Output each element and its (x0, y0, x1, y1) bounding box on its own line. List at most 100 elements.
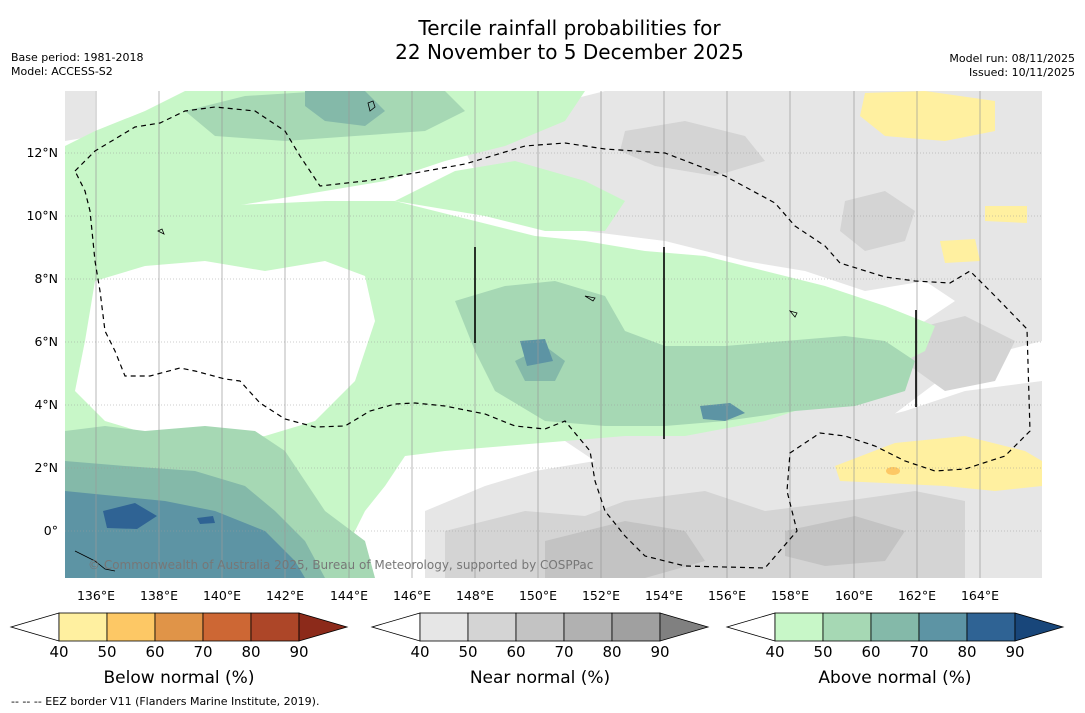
below-colorbar-segment-4 (202, 612, 252, 642)
below-colorbar-segment-5 (250, 612, 300, 642)
lat-label-4n: 4°N (34, 397, 58, 412)
near-colorbar-upper-extension (659, 612, 710, 642)
below-tick-80: 80 (241, 643, 261, 661)
graticule (65, 152, 1042, 532)
model-label: Model: ACCESS-S2 (11, 65, 113, 78)
above-normal-60-north (305, 91, 385, 126)
below-tick-50: 50 (97, 643, 117, 661)
lon-label-160e: 160°E (834, 588, 873, 603)
copyright-notice: © Commonwealth of Australia 2025, Bureau… (88, 558, 594, 572)
colorbars (9, 612, 1065, 642)
map-canvas (65, 91, 1042, 578)
near-tick-50: 50 (458, 643, 478, 661)
above-tick-70: 70 (909, 643, 929, 661)
colorbar-near-normal (370, 612, 710, 642)
above-normal-80-spot (103, 503, 157, 529)
model-run-label: Model run: 08/11/2025 (949, 52, 1075, 65)
colorbar-below-normal (9, 612, 349, 642)
above-tick-60: 60 (861, 643, 881, 661)
above-colorbar-segment-4 (918, 612, 968, 642)
lon-label-136e: 136°E (76, 588, 115, 603)
lat-label-6n: 6°N (34, 334, 58, 349)
lon-label-162e: 162°E (897, 588, 936, 603)
lon-label-138e: 138°E (139, 588, 178, 603)
lon-label-148e: 148°E (455, 588, 494, 603)
eez-border-west (74, 106, 1031, 569)
below-normal-southeast (835, 436, 1042, 491)
above-tick-90: 90 (1005, 643, 1025, 661)
near-colorbar-segment-3 (515, 612, 565, 642)
eez-border-islands (157, 100, 798, 318)
above-normal-central-north (395, 161, 625, 231)
near-colorbar-segment-1 (419, 612, 469, 642)
near-normal-60-southeast (785, 516, 905, 566)
above-normal-80-small (197, 516, 215, 524)
near-normal-50-east (905, 316, 1015, 391)
below-normal-east-mid (940, 239, 980, 263)
near-tick-80: 80 (602, 643, 622, 661)
tercile-map: © Commonwealth of Australia 2025, Bureau… (65, 91, 1042, 578)
below-colorbar-segment-3 (154, 612, 204, 642)
above-tick-50: 50 (813, 643, 833, 661)
above-normal-70-spot1 (520, 339, 553, 366)
below-colorbar-lower-extension (9, 612, 60, 642)
lat-label-10n: 10°N (26, 208, 58, 223)
near-tick-60: 60 (506, 643, 526, 661)
above-colorbar-segment-1 (774, 612, 824, 642)
colorbar-above-normal (725, 612, 1065, 642)
above-normal-50-central (455, 281, 915, 426)
near-tick-90: 90 (650, 643, 670, 661)
lon-label-142e: 142°E (265, 588, 304, 603)
lon-label-164e: 164°E (960, 588, 999, 603)
lon-label-146e: 146°E (392, 588, 431, 603)
lon-label-158e: 158°E (770, 588, 809, 603)
near-tick-70: 70 (554, 643, 574, 661)
below-tick-60: 60 (145, 643, 165, 661)
map-title-line1: Tercile rainfall probabilities for (418, 16, 721, 40)
below-normal-title: Below normal (%) (103, 668, 255, 688)
base-period-label: Base period: 1981-2018 (11, 51, 144, 64)
lon-label-150e: 150°E (518, 588, 557, 603)
near-normal-title: Near normal (%) (469, 668, 611, 688)
eez-solid-segments (474, 247, 917, 439)
below-tick-90: 90 (289, 643, 309, 661)
no-dominant-tercile-small (295, 271, 365, 341)
lat-label-0: 0° (43, 523, 58, 538)
above-tick-80: 80 (957, 643, 977, 661)
above-normal-title: Above normal (%) (818, 668, 972, 688)
near-tick-40: 40 (410, 643, 430, 661)
lon-label-152e: 152°E (581, 588, 620, 603)
below-tick-70: 70 (193, 643, 213, 661)
lon-label-140e: 140°E (202, 588, 241, 603)
map-title-line2: 22 November to 5 December 2025 (395, 40, 744, 64)
eez-footnote: -- -- -- EEZ border V11 (Flanders Marine… (11, 695, 320, 708)
above-normal-70-spot2 (700, 403, 745, 421)
below-colorbar-upper-extension (298, 612, 349, 642)
lat-label-12n: 12°N (26, 145, 58, 160)
near-colorbar-segment-4 (563, 612, 613, 642)
below-normal-east-small (985, 206, 1027, 223)
near-colorbar-lower-extension (370, 612, 421, 642)
above-colorbar-segment-2 (822, 612, 872, 642)
near-normal-50-north (620, 121, 765, 176)
lat-label-2n: 2°N (34, 460, 58, 475)
near-normal-50-center (840, 191, 915, 251)
above-colorbar-upper-extension (1014, 612, 1065, 642)
near-colorbar-segment-2 (467, 612, 517, 642)
near-colorbar-segment-5 (611, 612, 661, 642)
above-tick-40: 40 (765, 643, 785, 661)
coastline-south-west (74, 550, 116, 572)
meridians (95, 91, 981, 578)
below-normal-50-spot (886, 467, 900, 475)
below-normal-northeast (860, 91, 995, 141)
lon-label-156e: 156°E (707, 588, 746, 603)
above-colorbar-lower-extension (725, 612, 776, 642)
above-normal-west-band (65, 91, 585, 241)
above-colorbar-segment-3 (870, 612, 920, 642)
above-colorbar-segment-5 (966, 612, 1016, 642)
lon-label-154e: 154°E (644, 588, 683, 603)
near-normal-region-northwest (65, 91, 95, 141)
issued-label: Issued: 10/11/2025 (968, 66, 1075, 79)
below-colorbar-segment-2 (106, 612, 156, 642)
below-colorbar-segment-1 (58, 612, 108, 642)
